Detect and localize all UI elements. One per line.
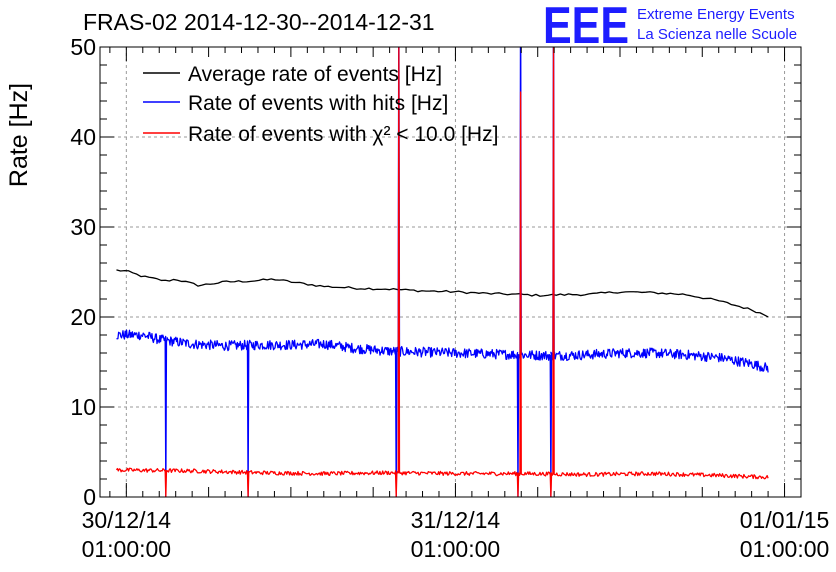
axes: 0 10 20 30 40 50 30/12/14 01:00:00 31/12/14 01:00… (70, 34, 829, 562)
grid (100, 47, 801, 497)
x-tick-time: 01:00:00 (411, 536, 501, 562)
series-chi2-line (115, 47, 769, 497)
x-tick-date: 01/01/15 (740, 507, 830, 533)
y-tick-label: 30 (70, 214, 96, 240)
series-average-line (116, 269, 769, 318)
y-tick-label: 0 (83, 484, 96, 510)
y-tick-label: 40 (70, 124, 96, 150)
series-layer (115, 47, 769, 497)
logo-line-2: La Scienza nelle Scuole (637, 26, 797, 43)
series-hits-line (116, 47, 769, 497)
plot-frame (99, 46, 802, 498)
legend-entry: Rate of events with hits [Hz] (188, 92, 448, 115)
x-tick-date: 30/12/14 (82, 507, 172, 533)
eee-logo-mark: EEE (543, 0, 629, 55)
legend: Average rate of events [Hz] Rate of event… (143, 63, 498, 146)
x-tick-time: 01:00:00 (82, 536, 172, 562)
y-tick-label: 10 (70, 394, 96, 420)
legend-entry: Average rate of events [Hz] (188, 63, 442, 86)
legend-entry: Rate of events with χ² < 10.0 [Hz] (188, 123, 498, 146)
logo-line-1: Extreme Energy Events (637, 6, 795, 23)
y-tick-label: 50 (70, 34, 96, 60)
y-tick-label: 20 (70, 304, 96, 330)
chart-title: FRAS-02 2014-12-30--2014-12-31 (83, 9, 435, 35)
x-tick-time: 01:00:00 (740, 536, 830, 562)
y-axis-label: Rate [Hz] (5, 83, 33, 187)
eee-logo: EEE Extreme Energy Events La Scienza nel… (543, 0, 797, 55)
x-tick-date: 31/12/14 (411, 507, 501, 533)
